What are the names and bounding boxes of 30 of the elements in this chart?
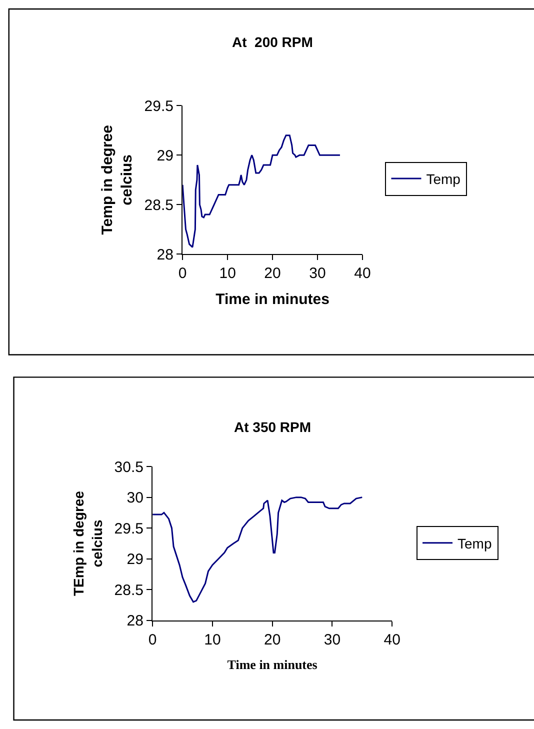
x-axis-title: Time in minutes <box>227 657 318 672</box>
x-tick-label: 30 <box>324 631 341 648</box>
x-tick-label: 40 <box>384 631 400 648</box>
y-tick-label: 28 <box>126 612 144 630</box>
x-axis-title: Time in minutes <box>216 291 330 308</box>
x-tick-label: 10 <box>219 265 236 282</box>
y-tick-label: 30.5 <box>114 458 144 476</box>
y-tick-label: 29 <box>156 147 174 164</box>
x-tick-label: 0 <box>178 265 187 282</box>
y-tick-label: 28 <box>156 246 174 264</box>
x-tick-label: 10 <box>204 631 221 648</box>
chart-title: At 350 RPM <box>234 419 312 435</box>
chart-title: At 200 RPM <box>232 34 313 50</box>
y-tick-label: 29.5 <box>144 98 174 115</box>
y-axis-title: TEmp in degree celcius <box>70 490 105 596</box>
y-tick-label: 30 <box>126 490 144 507</box>
y-tick-label: 28.5 <box>144 196 174 214</box>
y-axis-title: Temp in degree celcius <box>99 125 136 235</box>
line-series <box>182 134 341 248</box>
x-tick-label: 0 <box>148 631 157 648</box>
x-tick-label: 20 <box>264 631 281 648</box>
y-tick-label: 29 <box>126 551 144 568</box>
x-tick-label: 40 <box>354 265 371 282</box>
y-tick-label: 28.5 <box>114 582 144 599</box>
legend-label: Temp <box>458 535 492 552</box>
y-tick-label: 29.5 <box>114 520 144 538</box>
x-tick-label: 20 <box>264 265 281 282</box>
line-series <box>152 496 363 603</box>
x-tick-label: 30 <box>309 265 326 282</box>
legend-label: Temp <box>426 170 461 187</box>
